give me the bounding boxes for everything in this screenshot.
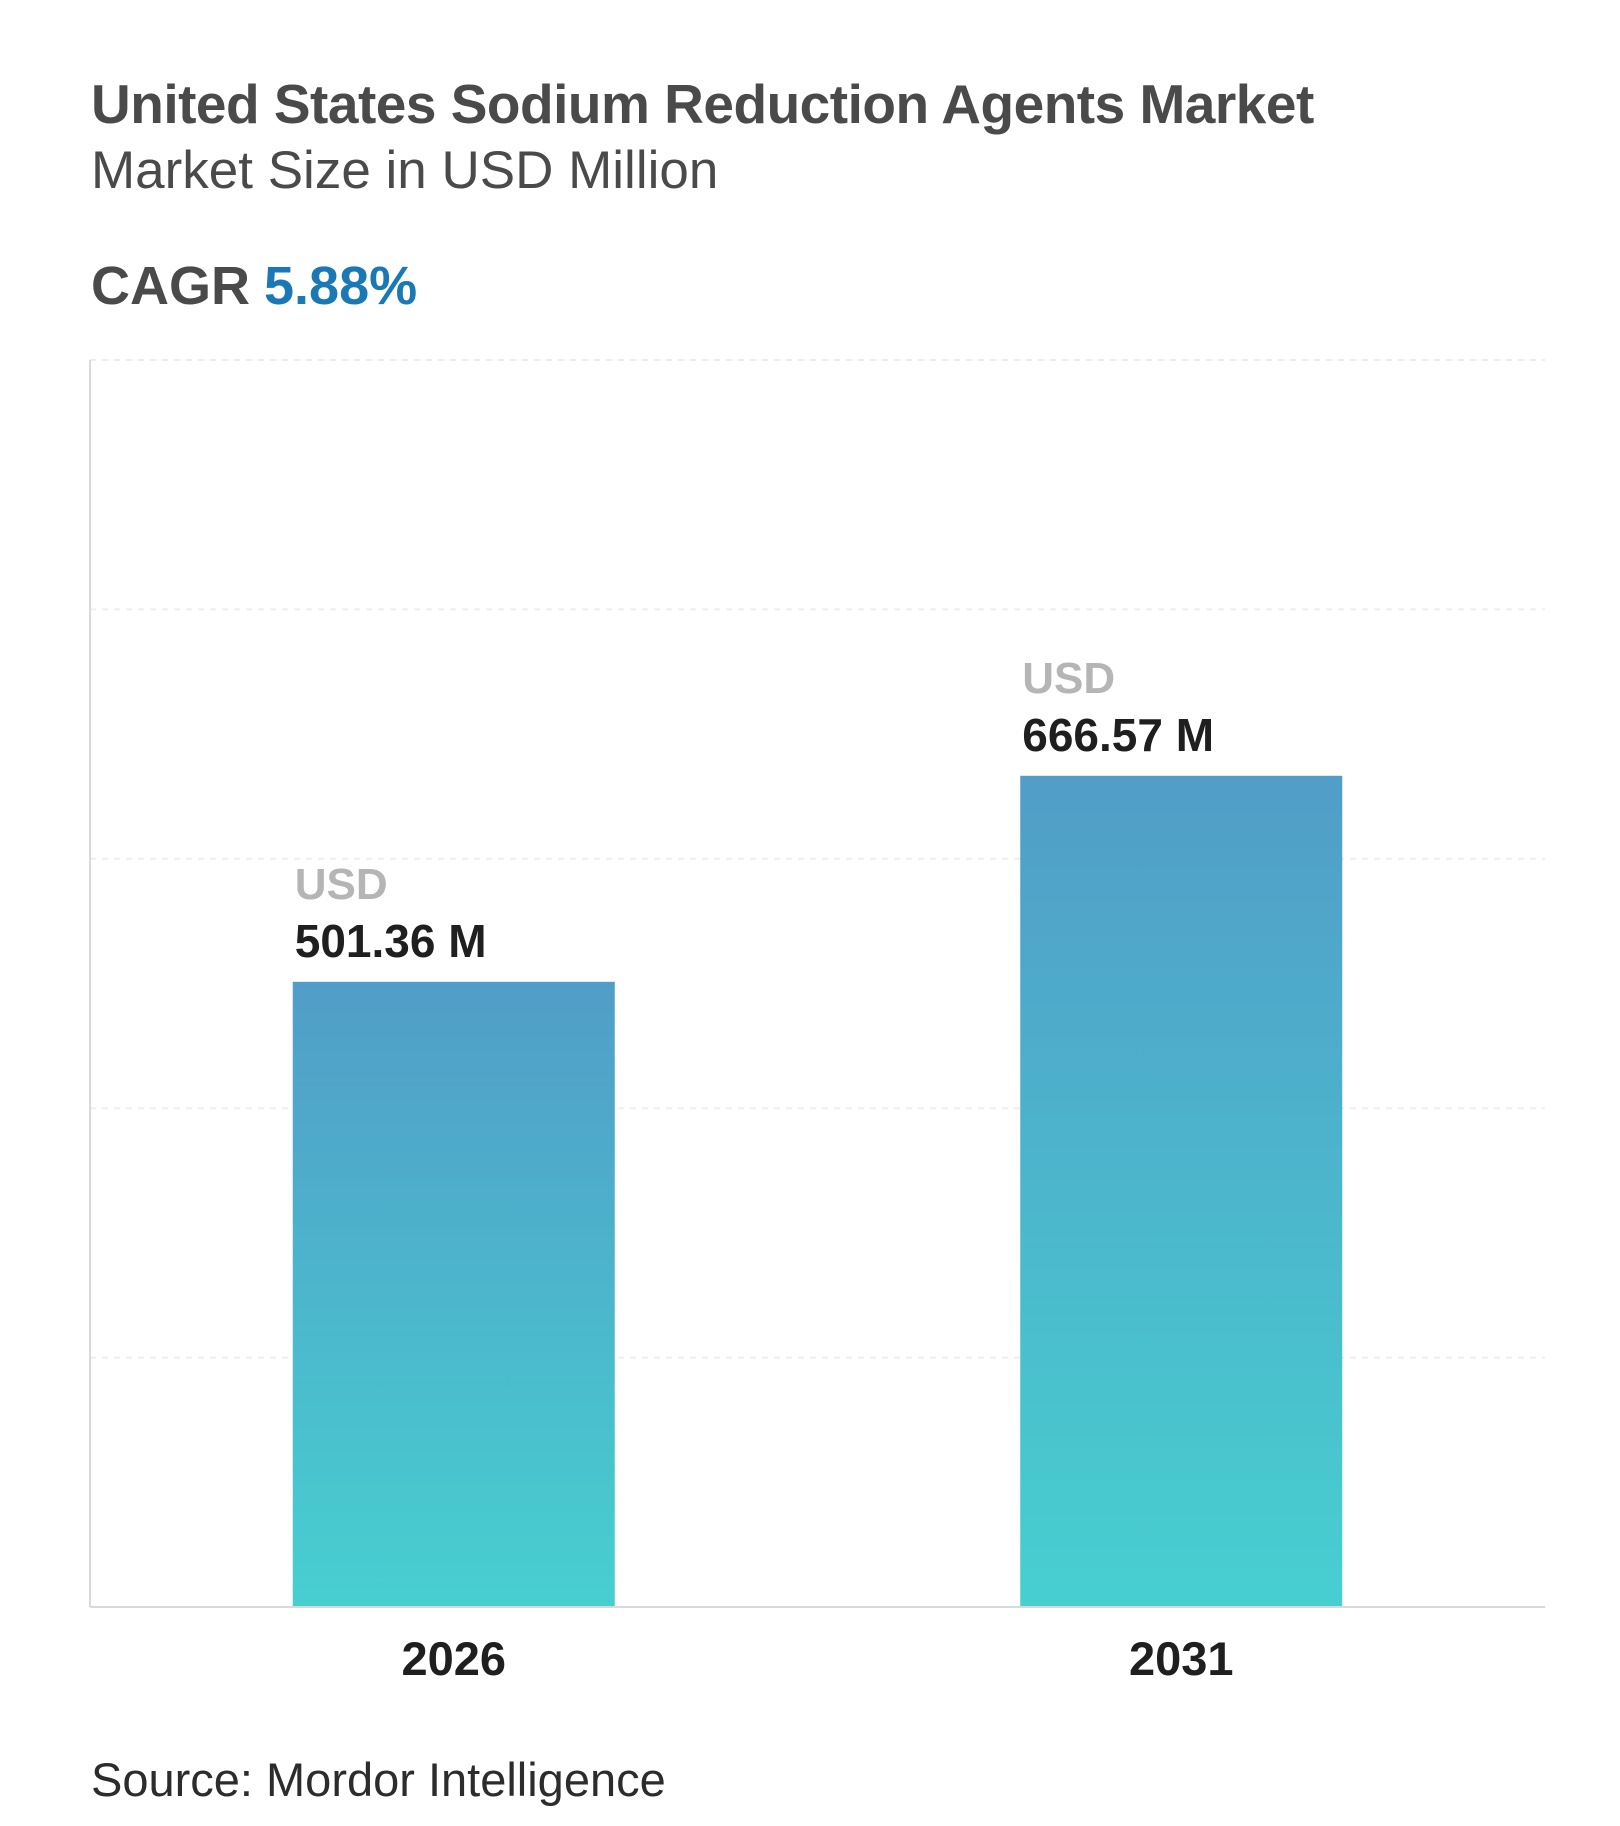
cagr-summary: CAGR 5.88% xyxy=(91,255,417,317)
chart-title: United States Sodium Reduction Agents Ma… xyxy=(91,73,1314,135)
x-tick-label: 2031 xyxy=(1129,1632,1234,1685)
data-labels: USD 501.36 M USD 666.57 M xyxy=(295,654,1214,967)
data-label-currency: USD xyxy=(295,860,388,909)
cagr-value: 5.88% xyxy=(264,256,418,316)
chart-subtitle: Market Size in USD Million xyxy=(91,141,719,200)
cagr-label: CAGR xyxy=(91,256,250,316)
bar xyxy=(1020,775,1343,1607)
x-axis: 2026 2031 xyxy=(89,360,1545,1685)
data-label-currency: USD xyxy=(1022,654,1115,703)
data-label-value: 666.57 M xyxy=(1022,709,1214,761)
bar xyxy=(292,981,615,1607)
source-note: Source: Mordor Intelligence xyxy=(91,1753,666,1806)
bars xyxy=(292,775,1343,1607)
data-label-value: 501.36 M xyxy=(295,915,487,967)
x-tick-label: 2026 xyxy=(401,1632,506,1685)
